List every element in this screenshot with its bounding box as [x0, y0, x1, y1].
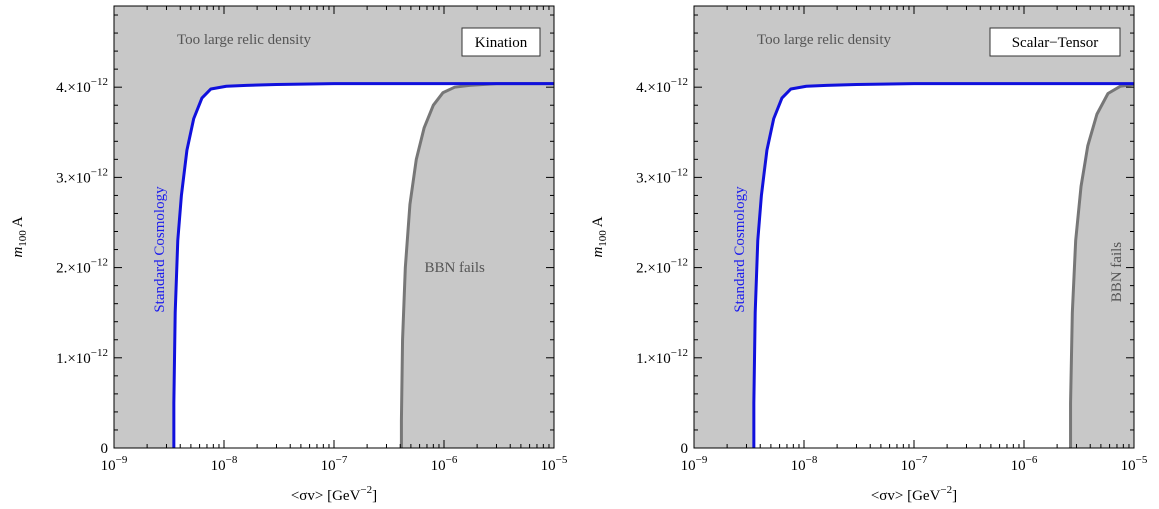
curve-label-standard-cosmology: Standard Cosmology	[732, 186, 748, 313]
series-line-standard-cosmology	[752, 82, 1134, 448]
region-label-too-large-relic-density: Too large relic density	[757, 32, 892, 48]
series-line-bbn-fails	[1069, 82, 1134, 448]
series-line-bbn-fails	[399, 82, 554, 448]
x-tick-label: 10−8	[211, 454, 238, 474]
chart-panel-kination: 10−9 10−8 10−7 10−6 10−5 0 1.×10−12 2.×10−12 3.×…	[10, 5, 568, 504]
legend-label: Scalar−Tensor	[1012, 35, 1099, 51]
region-label-bbn-fails: BBN fails	[424, 260, 485, 276]
x-tick-label: 10−8	[791, 454, 818, 474]
chart-panel-scalar-tensor: 10−9 10−8 10−7 10−6 10−5 0 1.×10−12 2.×10−12 3.×…	[590, 5, 1148, 504]
region-label-bbn-fails: BBN fails	[1109, 242, 1125, 303]
x-tick-label: 10−6	[1011, 454, 1038, 474]
allowed-region	[753, 83, 1134, 448]
y-tick-label: 3.×10−12	[636, 166, 688, 186]
x-tick-label: 10−5	[541, 454, 568, 474]
y-tick-label: 1.×10−12	[56, 347, 108, 367]
series-line-standard-cosmology	[172, 82, 554, 448]
y-axis-label: m100 A	[590, 216, 609, 257]
y-axis-label: m100 A	[10, 216, 29, 257]
x-axis-label: <σv> [GeV−2]	[871, 484, 957, 504]
y-tick-label: 0	[101, 441, 109, 457]
x-tick-label: 10−9	[101, 454, 128, 474]
x-tick-label: 10−5	[1121, 454, 1148, 474]
legend-box	[989, 27, 1121, 57]
x-axis-label: <σv> [GeV−2]	[291, 484, 377, 504]
curve-label-standard-cosmology: Standard Cosmology	[152, 186, 168, 313]
plot-area	[114, 6, 554, 448]
y-tick-label: 2.×10−12	[56, 257, 108, 277]
y-tick-label: 4.×10−12	[56, 76, 108, 96]
y-tick-label: 2.×10−12	[636, 257, 688, 277]
x-tick-label: 10−7	[901, 454, 928, 474]
allowed-region	[173, 83, 554, 448]
x-tick-label: 10−6	[431, 454, 458, 474]
legend-box	[461, 27, 541, 57]
y-tick-label: 0	[681, 441, 689, 457]
plot-area	[694, 6, 1134, 448]
y-tick-label: 4.×10−12	[636, 76, 688, 96]
legend-label: Kination	[475, 35, 528, 51]
region-label-too-large-relic-density: Too large relic density	[177, 32, 312, 48]
x-tick-label: 10−7	[321, 454, 348, 474]
x-tick-label: 10−9	[681, 454, 708, 474]
y-tick-label: 1.×10−12	[636, 347, 688, 367]
y-tick-label: 3.×10−12	[56, 166, 108, 186]
